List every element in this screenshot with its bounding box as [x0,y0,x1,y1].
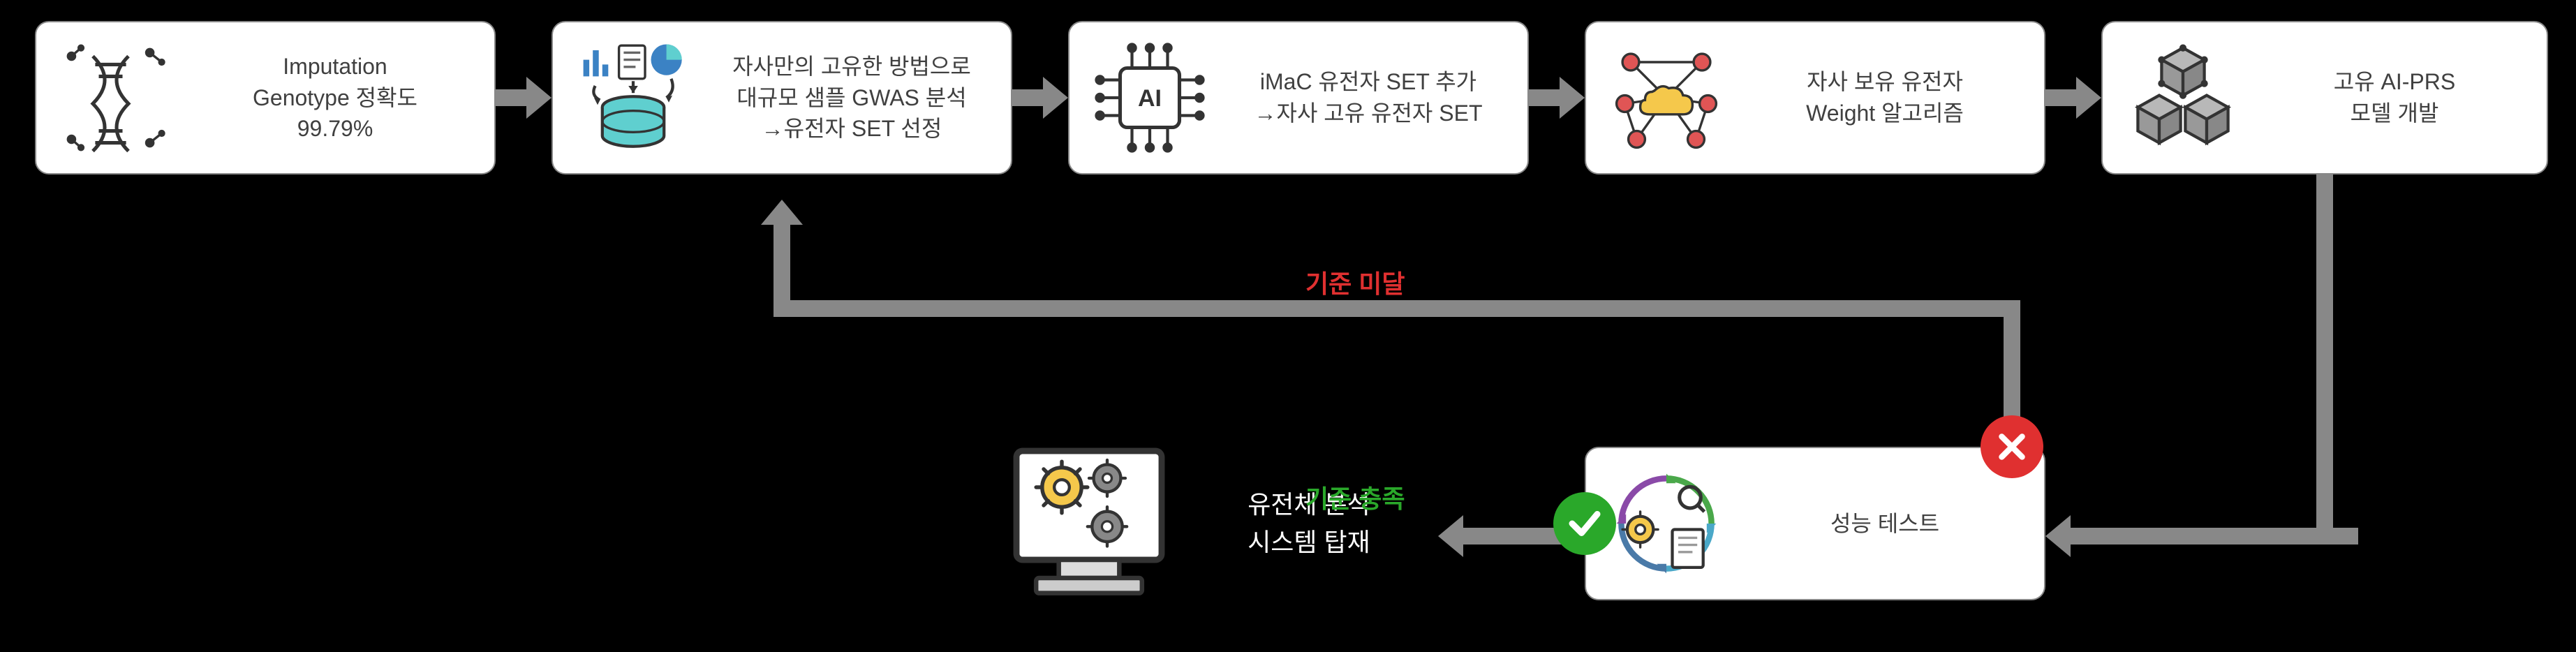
arrow-4-5 [2045,77,2101,119]
dna-icon [57,38,176,157]
node-imputation: Imputation Genotype 정확도 99.79% [35,21,496,175]
node-model: 고유 AI-PRS 모델 개발 [2101,21,2548,175]
arrow-3-4 [1529,77,1585,119]
node-gwas: 자사만의 고유한 방법으로 대규모 샘플 GWAS 분석 →유전자 SET 선정 [552,21,1012,175]
test-cycle-icon [1607,464,1726,583]
arrow-fail-vert2 [761,200,803,317]
arrow-2-3 [1012,77,1068,119]
network-cloud-icon [1607,38,1726,157]
node-weight: 자사 보유 유전자 Weight 알고리즘 [1585,21,2045,175]
node-model-text: 고유 AI-PRS 모델 개발 [2263,66,2526,129]
system-gears-icon [998,433,1180,614]
node-weight-text: 자사 보유 유전자 Weight 알고리즘 [1747,66,2023,129]
cubes-icon [2124,38,2242,157]
badge-pass [1553,492,1616,555]
node-geneset-text: iMaC 유전자 SET 추가 →자사 고유 유전자 SET [1230,66,1507,129]
data-analysis-icon [574,38,693,157]
arrow-5-to-6-horiz [2045,515,2358,557]
label-fail: 기준 미달 [1305,264,1405,300]
node-gwas-text: 자사만의 고유한 방법으로 대규모 샘플 GWAS 분석 →유전자 SET 선정 [713,51,990,145]
node-imputation-text: Imputation Genotype 정확도 99.79% [197,51,473,145]
node-test-text: 성능 테스트 [1747,508,2023,540]
arrow-1-2 [496,77,552,119]
badge-fail [1981,415,2043,478]
arrow-fail-horiz [773,300,2020,317]
arrow-5-to-6-vert [2316,175,2333,532]
node-test: 성능 테스트 [1585,447,2045,600]
node-deploy: 유전체 분석 시스템 탑재 [977,419,1438,628]
ai-chip-icon: AI [1090,38,1209,157]
node-geneset: AI iMaC 유전자 SET 추가 →자사 고유 유전자 SET [1068,21,1529,175]
svg-text:AI: AI [1138,85,1162,112]
label-pass: 기준 충족 [1305,479,1405,515]
